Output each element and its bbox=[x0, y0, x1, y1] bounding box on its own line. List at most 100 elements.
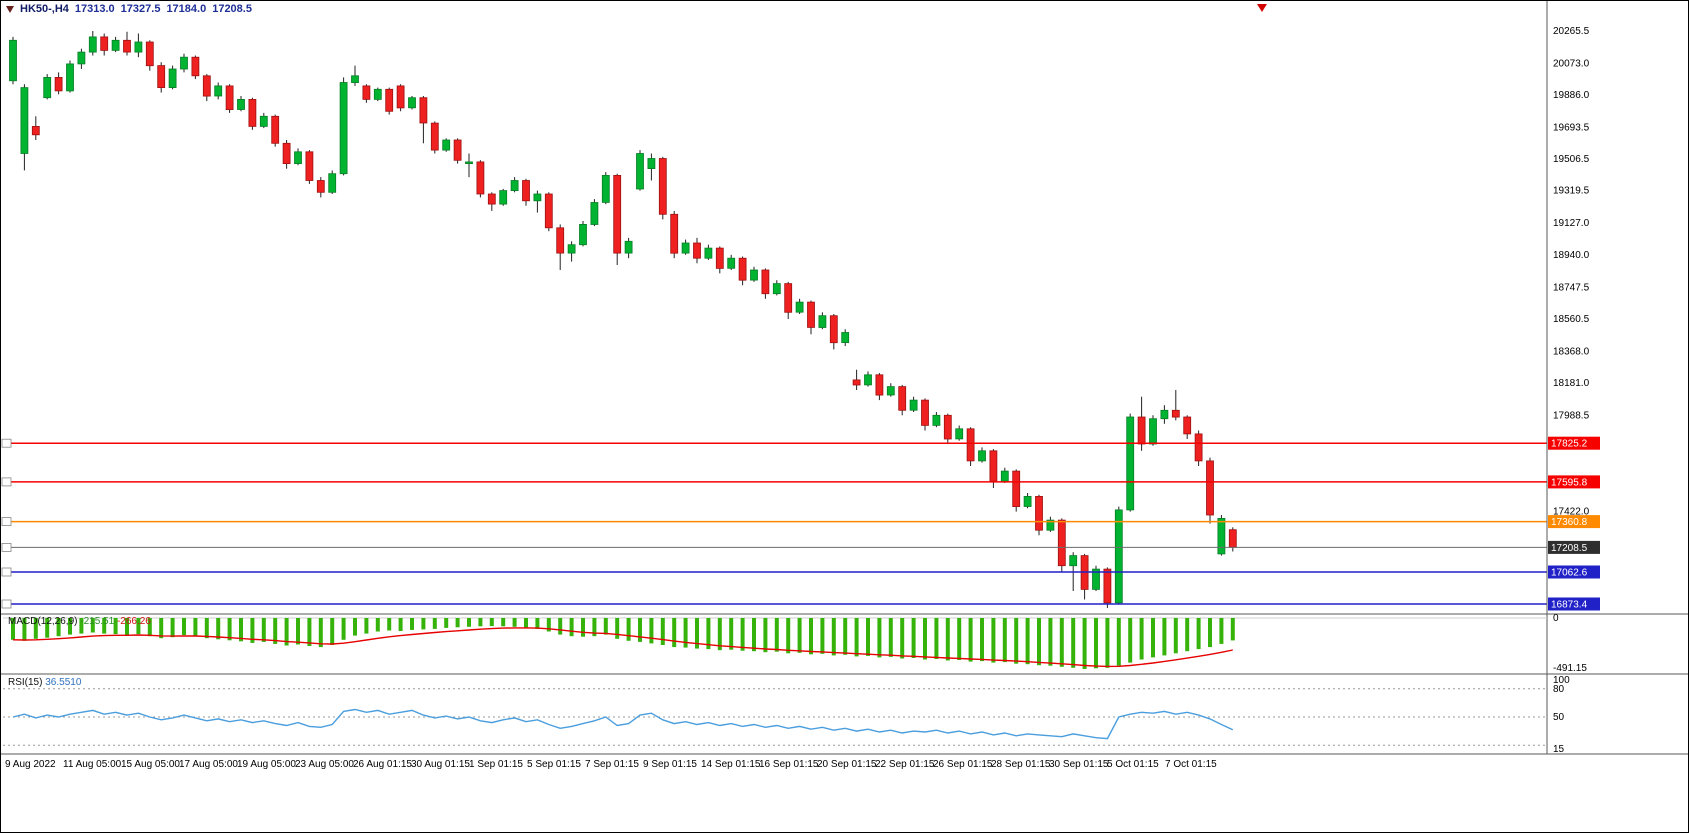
price-badge-bg bbox=[1548, 515, 1600, 529]
time-tick: 7 Sep 01:15 bbox=[585, 759, 639, 770]
candle bbox=[373, 88, 382, 100]
candle bbox=[784, 283, 793, 313]
candle bbox=[1160, 409, 1169, 420]
macd-histogram-bar bbox=[1002, 618, 1007, 663]
time-tick: 26 Sep 01:15 bbox=[933, 759, 993, 770]
time-tick: 15 Aug 05:00 bbox=[121, 759, 180, 770]
candle bbox=[1092, 568, 1100, 590]
macd-histogram-bar bbox=[672, 618, 677, 648]
macd-histogram-bar bbox=[193, 618, 198, 637]
candle bbox=[202, 75, 211, 97]
candle bbox=[20, 87, 29, 154]
hline-anchor[interactable] bbox=[1, 567, 12, 577]
candle bbox=[316, 180, 325, 193]
candle bbox=[1228, 529, 1237, 548]
candle bbox=[613, 174, 622, 254]
candle bbox=[1023, 495, 1032, 507]
time-tick: 20 Sep 01:15 bbox=[817, 759, 877, 770]
candle bbox=[54, 77, 63, 92]
macd-histogram-bar bbox=[90, 618, 95, 633]
macd-histogram-bar bbox=[136, 618, 141, 635]
candle bbox=[362, 85, 371, 100]
macd-histogram-bar bbox=[968, 618, 973, 662]
candle bbox=[248, 99, 257, 127]
candle bbox=[385, 88, 394, 112]
time-tick: 28 Sep 01:15 bbox=[991, 759, 1051, 770]
macd-histogram-bar bbox=[649, 618, 654, 644]
candle bbox=[168, 68, 177, 89]
macd-histogram-bar bbox=[774, 618, 779, 652]
candle bbox=[465, 161, 473, 164]
scroll-to-end-marker[interactable] bbox=[1257, 4, 1267, 12]
macd-histogram-bar bbox=[786, 618, 791, 654]
candle bbox=[499, 190, 508, 205]
candle bbox=[761, 269, 770, 295]
candle bbox=[1126, 416, 1135, 511]
candle bbox=[1206, 460, 1214, 516]
macd-histogram-bar bbox=[1162, 618, 1167, 656]
candle bbox=[351, 75, 359, 84]
macd-histogram-bar bbox=[729, 618, 734, 650]
time-tick: 30 Aug 01:15 bbox=[411, 759, 470, 770]
macd-histogram-bar bbox=[877, 618, 882, 658]
macd-histogram-bar bbox=[284, 618, 289, 646]
macd-histogram-bar bbox=[113, 618, 118, 635]
price-scale[interactable]: 20265.5 20073.0 19886.0 19693.5 19506.5 19319… bbox=[1548, 26, 1600, 755]
candle bbox=[214, 85, 223, 97]
macd-histogram-bar bbox=[147, 618, 152, 637]
macd-histogram-bar bbox=[1196, 618, 1201, 650]
macd-histogram-bar bbox=[592, 618, 597, 637]
macd-histogram-bar bbox=[558, 618, 563, 635]
price-badge: 17360.8 bbox=[1551, 517, 1588, 528]
macd-indicator-label: MACD(12,26,9) -215.51 -266.26 bbox=[8, 616, 151, 627]
macd-histogram-bar bbox=[1139, 618, 1144, 660]
macd-signal-line bbox=[12, 627, 1233, 668]
macd-histogram-bar bbox=[888, 618, 893, 657]
hline-anchor[interactable] bbox=[1, 599, 12, 609]
time-tick: 5 Sep 01:15 bbox=[527, 759, 581, 770]
hline-anchor[interactable] bbox=[1, 517, 12, 526]
macd-pane[interactable] bbox=[3, 617, 1547, 669]
candle bbox=[180, 56, 188, 70]
price-tick: 18181.0 bbox=[1553, 378, 1590, 389]
candle bbox=[100, 36, 109, 51]
macd-histogram-bar bbox=[410, 618, 414, 630]
time-axis[interactable]: 9 Aug 2022 11 Aug 05:00 15 Aug 05:00 17 Aug… bbox=[5, 759, 1217, 770]
price-tick: 20265.5 bbox=[1553, 26, 1590, 37]
hline-anchor[interactable] bbox=[1, 438, 12, 448]
macd-histogram-bar bbox=[831, 618, 836, 656]
hline-anchor[interactable] bbox=[1, 477, 12, 487]
rsi-pane[interactable] bbox=[3, 688, 1547, 746]
macd-histogram-bar bbox=[1048, 618, 1053, 666]
hline-anchor[interactable] bbox=[1, 543, 12, 552]
candle bbox=[1012, 470, 1021, 508]
candle bbox=[579, 223, 587, 246]
macd-histogram-bar bbox=[512, 618, 517, 627]
candle bbox=[750, 269, 758, 281]
price-badge-bg bbox=[1548, 475, 1600, 489]
macd-name: MACD(12,26,9) bbox=[8, 616, 78, 627]
price-badge-bg bbox=[1548, 597, 1600, 611]
macd-histogram-bar bbox=[1219, 618, 1224, 644]
candle bbox=[670, 213, 679, 254]
candle bbox=[590, 202, 599, 225]
macd-histogram-bar bbox=[455, 618, 460, 628]
candle bbox=[533, 193, 542, 202]
candle bbox=[704, 247, 713, 259]
macd-histogram-bar bbox=[239, 618, 243, 642]
macd-histogram-bar bbox=[911, 618, 916, 658]
candle bbox=[1114, 509, 1123, 604]
macd-histogram-bar bbox=[1014, 618, 1019, 664]
candle bbox=[727, 257, 736, 269]
macd-histogram-bar bbox=[1059, 618, 1064, 667]
macd-histogram-bar bbox=[923, 618, 927, 660]
macd-histogram-bar bbox=[318, 618, 323, 648]
candle bbox=[1057, 519, 1066, 567]
candle bbox=[191, 56, 200, 77]
macd-histogram-bar bbox=[478, 618, 483, 627]
macd-histogram-bar bbox=[45, 618, 50, 638]
macd-histogram-bar bbox=[706, 618, 711, 650]
macd-histogram-bar bbox=[421, 618, 426, 630]
macd-histogram-bar bbox=[1025, 618, 1030, 665]
